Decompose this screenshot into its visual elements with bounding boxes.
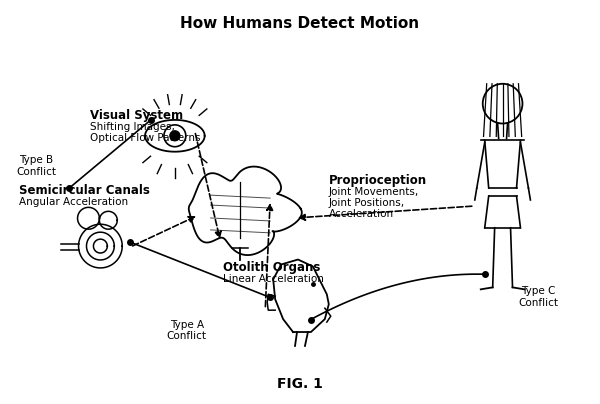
Text: Semicircular Canals: Semicircular Canals: [19, 184, 149, 197]
Text: How Humans Detect Motion: How Humans Detect Motion: [181, 16, 419, 31]
Text: Angular Acceleration: Angular Acceleration: [19, 197, 128, 207]
Circle shape: [170, 131, 180, 141]
Text: Proprioception: Proprioception: [329, 174, 427, 187]
Text: Type A: Type A: [170, 320, 204, 330]
Text: Acceleration: Acceleration: [329, 209, 394, 219]
Text: Visual System: Visual System: [90, 109, 184, 122]
Text: Linear Acceleration: Linear Acceleration: [223, 274, 323, 284]
Text: Joint Movements,: Joint Movements,: [329, 187, 419, 197]
Text: Type B: Type B: [20, 155, 53, 165]
Text: FIG. 1: FIG. 1: [277, 377, 323, 391]
Text: Optical Flow Patterns: Optical Flow Patterns: [90, 133, 201, 143]
Text: Conflict: Conflict: [17, 166, 56, 177]
Text: Joint Positions,: Joint Positions,: [329, 198, 405, 208]
Text: Conflict: Conflict: [518, 298, 559, 308]
Text: Otolith Organs: Otolith Organs: [223, 261, 320, 274]
Text: Shifting Images,: Shifting Images,: [90, 122, 175, 132]
Text: Type C: Type C: [521, 286, 556, 296]
Text: Conflict: Conflict: [167, 331, 207, 341]
